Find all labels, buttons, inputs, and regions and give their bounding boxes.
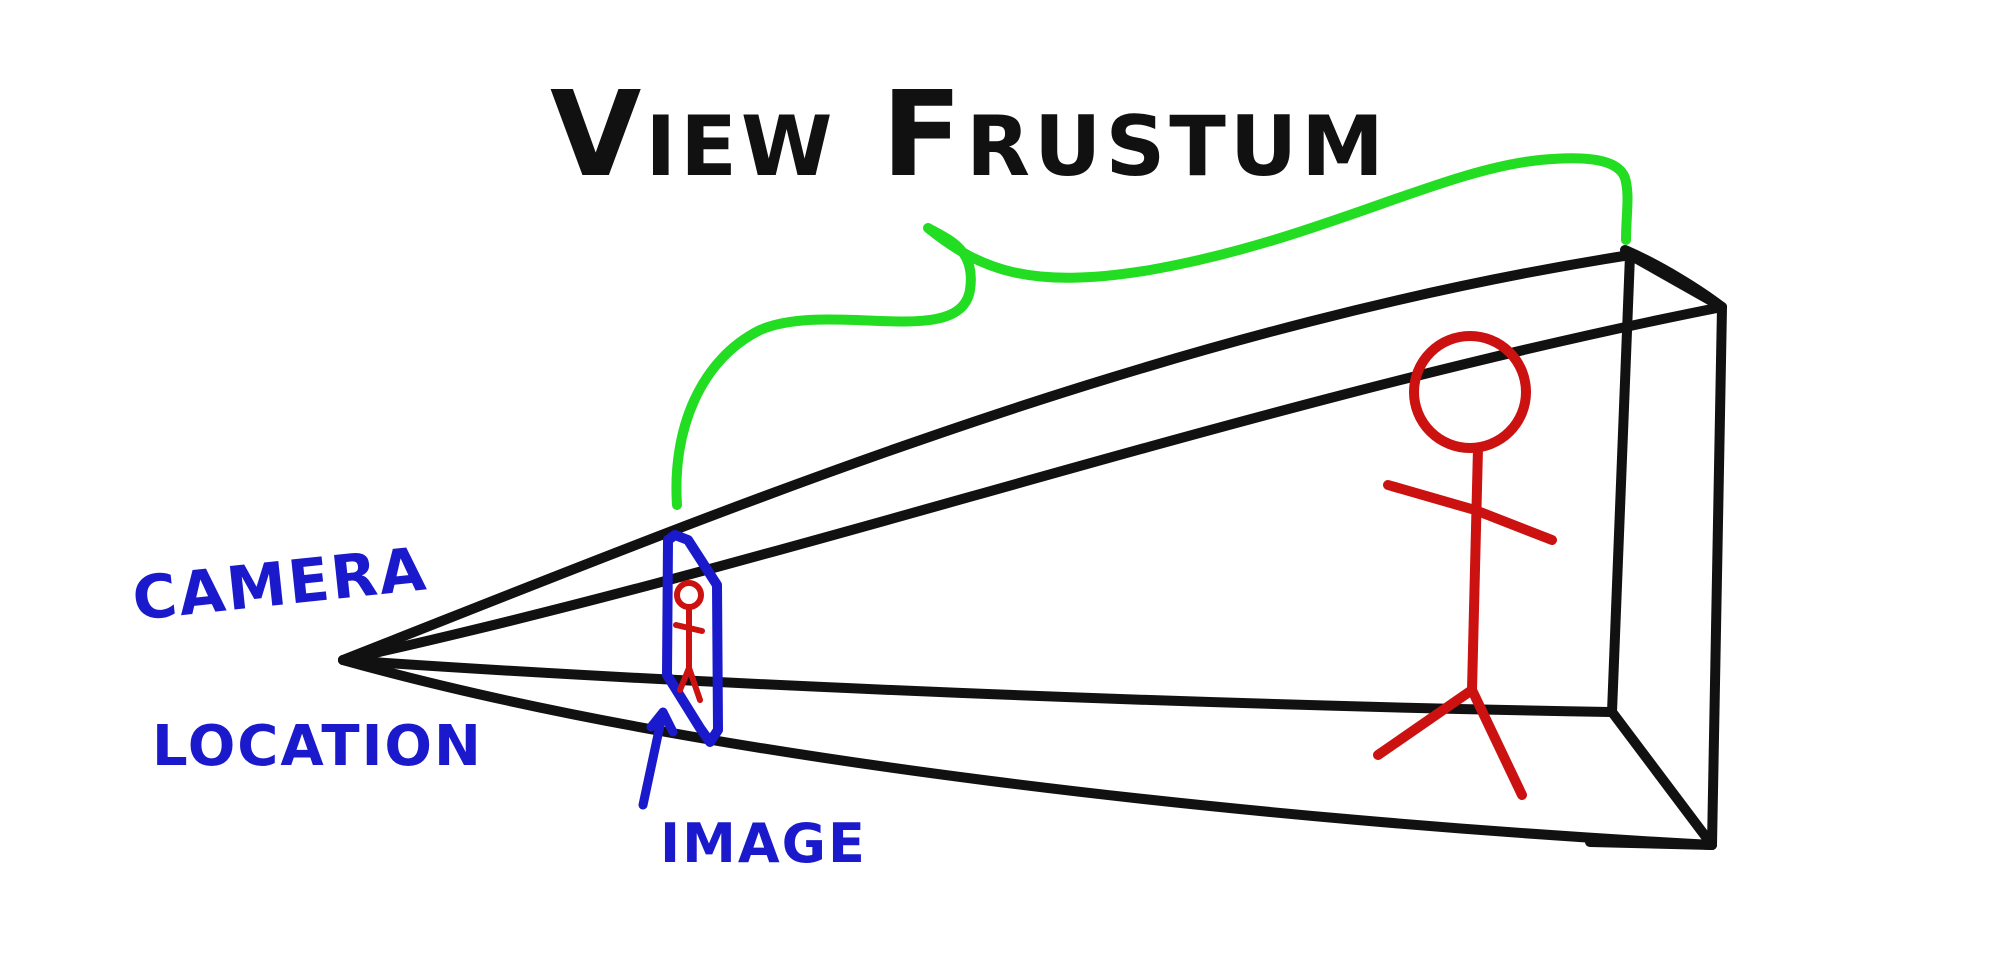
head bbox=[1409, 331, 1531, 453]
legs bbox=[1373, 685, 1527, 800]
distance-brace bbox=[671, 153, 1633, 510]
frustum-lower-middle-edge bbox=[338, 655, 1615, 717]
image-arrow bbox=[638, 707, 678, 810]
image-plane bbox=[662, 530, 723, 747]
subject-stick-figure bbox=[1373, 331, 1557, 800]
projected-stick-figure bbox=[673, 580, 705, 703]
arms bbox=[1383, 480, 1557, 545]
frustum bbox=[338, 245, 1727, 850]
location-label: Location bbox=[152, 714, 483, 779]
frustum-bottom-edge bbox=[338, 655, 1717, 850]
body bbox=[1467, 443, 1483, 695]
image-label: Image bbox=[660, 812, 867, 875]
diagram-title: View Frustum bbox=[550, 65, 1388, 203]
camera-label: Camera bbox=[129, 534, 431, 635]
frustum-top-edge bbox=[338, 250, 1635, 665]
far-plane-corner-lower bbox=[1585, 837, 1717, 850]
far-plane-rectangle bbox=[1607, 250, 1727, 850]
far-plane-top bbox=[1620, 245, 1727, 312]
